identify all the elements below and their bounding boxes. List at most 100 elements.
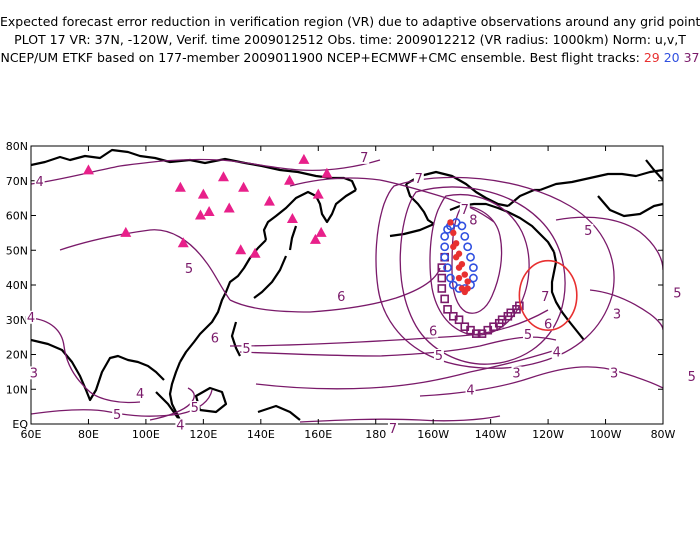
longitude-labels: 60E 80E 100E 120E 140E 160E 180 160W 140W 120W 100…: [21, 428, 676, 441]
contour-label-bg: [189, 401, 200, 415]
observation-triangle: [203, 206, 215, 217]
track-purple-square: [471, 329, 481, 338]
contour-label-bg: [184, 262, 194, 276]
contour-label: 3: [613, 307, 621, 322]
track-red-dot: [461, 271, 468, 278]
map-frame: [30, 145, 664, 425]
lat-label: 80N: [6, 140, 28, 153]
coastline-hudson-bay: [597, 195, 663, 218]
track-purple-square: [437, 284, 447, 293]
track-blue-circle: [443, 224, 452, 234]
contour-label-bg: [26, 310, 36, 324]
contour-4-east-pacific: [555, 216, 663, 271]
observation-triangle: [194, 209, 206, 220]
contour-label-bg: [583, 223, 594, 237]
contour-label-bg: [336, 289, 347, 303]
track-blue-circle: [440, 231, 450, 241]
contour-label: 5: [113, 408, 121, 423]
contour-label-bg: [209, 331, 220, 345]
lat-label: EQ: [12, 418, 28, 431]
contour-label: 6: [337, 290, 345, 305]
lon-label: 120E: [189, 428, 217, 441]
track-red-dot: [455, 274, 463, 282]
contour-label-bg: [387, 421, 398, 435]
coastline-new-guinea: [257, 404, 301, 421]
lon-label: 100E: [132, 428, 160, 441]
coastline-philippines: [230, 321, 241, 357]
contour-label-bg: [34, 175, 45, 189]
contour-label: 4: [553, 346, 561, 361]
contour-label-bg: [551, 345, 562, 359]
lon-label: 80E: [78, 428, 99, 441]
track-blue-circle: [440, 242, 450, 252]
contour-label-bg: [428, 324, 439, 338]
contour-label: 4: [136, 387, 144, 402]
contour-label-bg: [175, 418, 186, 432]
contour-label-bg: [612, 307, 623, 321]
track-blue-circle: [463, 242, 473, 252]
contour-label-bg: [609, 366, 620, 380]
observation-triangle: [315, 226, 327, 237]
contour-8-target: [451, 205, 503, 314]
contour-label: 5: [584, 224, 592, 239]
contour-5-target: [375, 176, 615, 369]
track-purple-label: 37: [683, 50, 700, 65]
contour-label-bg: [28, 366, 39, 380]
longitude-axis: [30, 146, 664, 424]
coastline-east-asia: [179, 239, 267, 363]
coastline-bc-west-coast: [550, 251, 585, 341]
observation-triangle: [223, 202, 235, 213]
contour-label-bg: [135, 387, 146, 401]
coastline-hudson-east: [539, 168, 663, 192]
title-line-2: PLOT 17 VR: 37N, -120W, Verif. time 2009…: [14, 32, 686, 47]
lat-label: 60N: [6, 210, 28, 223]
contour-label: 4: [27, 311, 35, 326]
contour-label-bg: [433, 348, 444, 362]
contour-label: 7: [360, 151, 368, 166]
contour-4-tropical: [255, 349, 557, 390]
lat-label: 30N: [6, 314, 28, 327]
contour-label: 6: [429, 325, 437, 340]
observation-triangle: [286, 212, 298, 223]
contour-label: 5: [524, 328, 532, 343]
verification-region-circle: [518, 259, 578, 331]
track-purple-square: [443, 305, 452, 314]
observation-triangle: [235, 244, 247, 255]
coastline-aleutians: [389, 222, 435, 238]
lat-label: 70N: [6, 175, 28, 188]
contour-label-bg: [468, 213, 479, 227]
contour-label: 5: [673, 286, 681, 301]
observation-triangle: [120, 226, 132, 237]
observation-triangle: [177, 237, 189, 248]
track-purple-square: [454, 315, 464, 325]
contour-label-bg: [522, 328, 533, 342]
observation-triangle: [82, 164, 94, 175]
contour-label: 4: [35, 175, 43, 190]
contour-6-pacific-wide: [229, 267, 441, 313]
contour-label: 5: [435, 349, 443, 364]
observation-triangle: [263, 195, 275, 206]
track-blue-circle: [468, 263, 478, 273]
coastline-india: [31, 338, 165, 402]
observation-triangle: [249, 247, 261, 258]
lon-label: 120W: [532, 428, 564, 441]
coastline-sakhalin: [288, 225, 298, 251]
track-blue-circle: [460, 231, 470, 241]
track-red-dot: [450, 243, 457, 250]
contour-label: 5: [191, 401, 199, 416]
track-red-dot: [452, 254, 460, 261]
lat-label: 40N: [6, 279, 28, 292]
contour-label: 5: [185, 262, 193, 277]
track-blue-circle: [466, 252, 475, 262]
contour-label: 3: [30, 366, 38, 381]
lon-label: 140W: [475, 428, 507, 441]
title-line-3-prefix: NCEP/UM ETKF based on 177-member 2009011…: [0, 50, 640, 65]
track-red-dot: [464, 278, 471, 285]
track-blue-circle: [440, 252, 450, 262]
contour-label-bg: [465, 383, 476, 397]
contour-label-bg: [511, 366, 522, 380]
lon-label: 100W: [590, 428, 622, 441]
track-purple-square: [440, 294, 449, 304]
coastline-alaska-west: [404, 183, 435, 225]
